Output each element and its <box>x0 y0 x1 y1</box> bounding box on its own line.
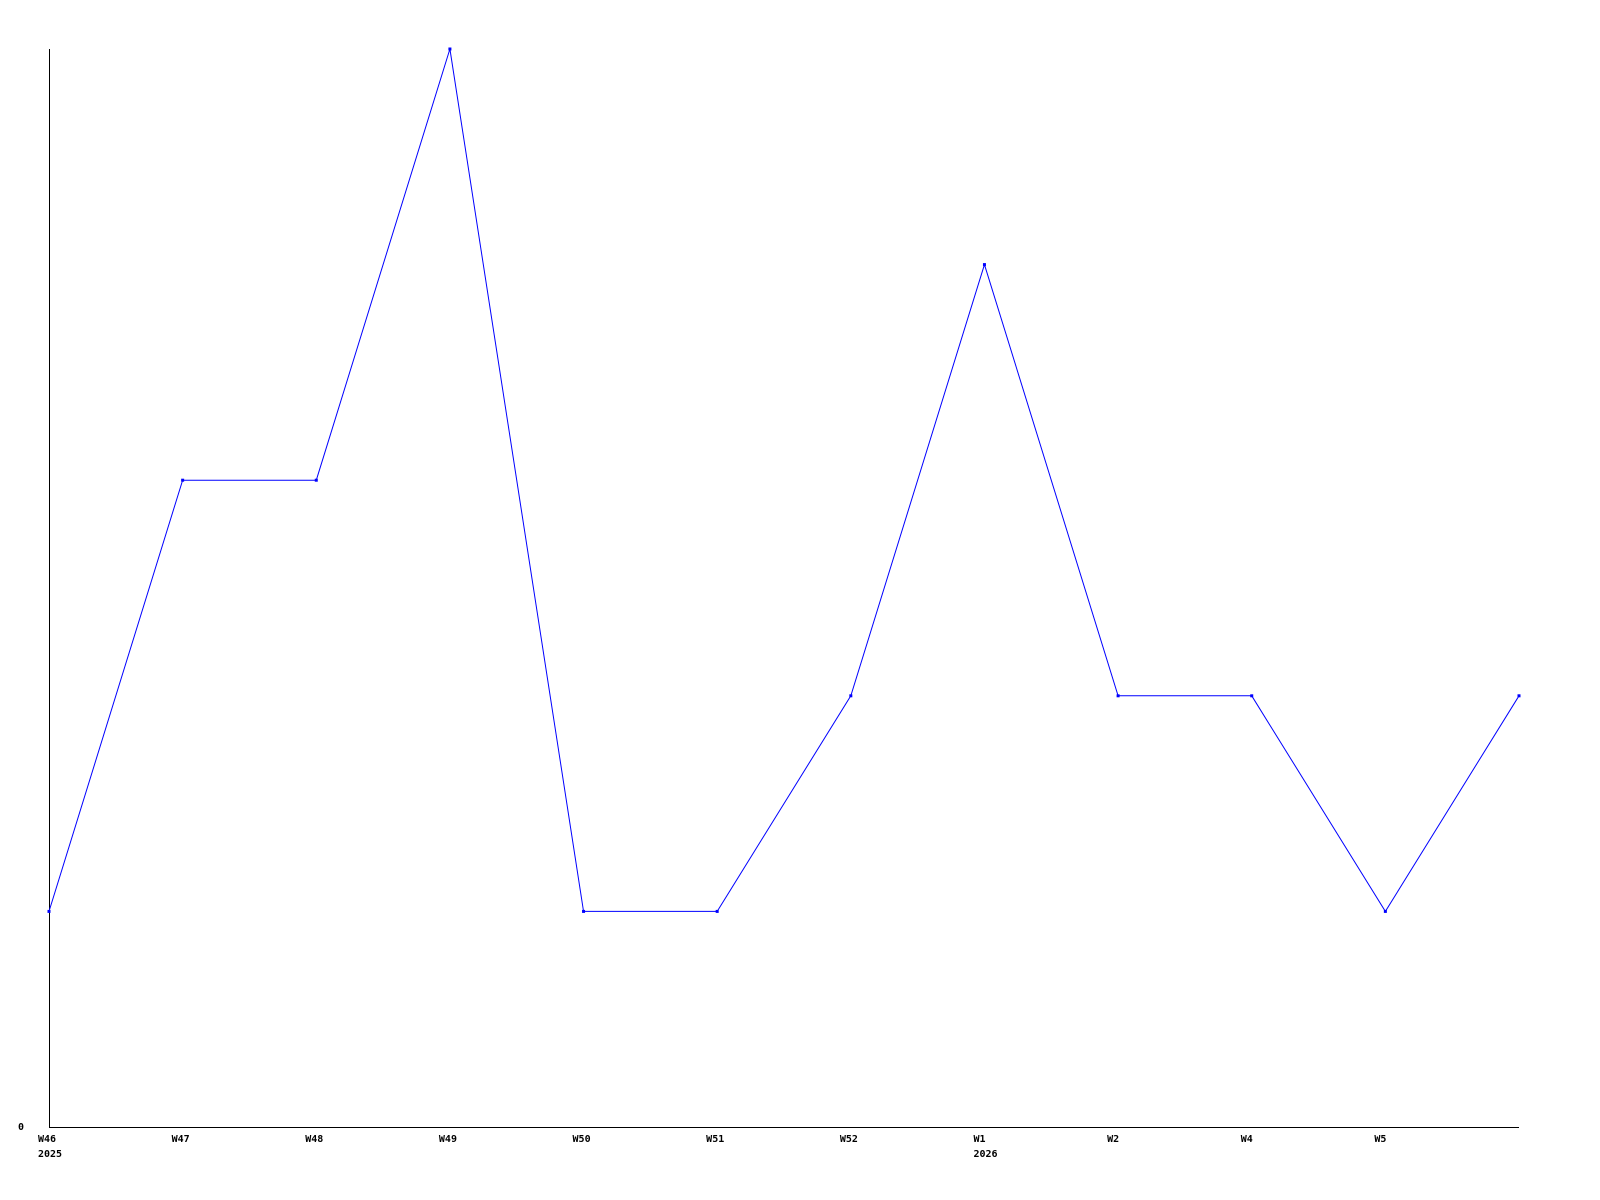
x-tick-label: W4 <box>1241 1134 1253 1145</box>
x-tick-label: W50 <box>573 1134 591 1145</box>
x-tick-label: W2 <box>1107 1134 1119 1145</box>
data-point <box>314 478 318 482</box>
x-tick-label: W5 <box>1374 1134 1386 1145</box>
series-line <box>48 48 1520 913</box>
data-point <box>181 478 185 482</box>
x-tick-label: W52 <box>840 1134 858 1145</box>
data-point <box>715 909 719 913</box>
data-point <box>1517 694 1521 698</box>
x-tick-label: W49 <box>439 1134 457 1145</box>
x-tick-label: W48 <box>305 1134 323 1145</box>
y-tick-label: 0 <box>18 1122 24 1133</box>
x-tick-label: W47 <box>172 1134 190 1145</box>
data-point <box>849 694 853 698</box>
x-tick-label: W46 <box>38 1134 56 1145</box>
x-tick-label: W51 <box>706 1134 724 1145</box>
data-point <box>582 909 586 913</box>
data-point <box>1116 694 1120 698</box>
x-year-label: 2025 <box>38 1149 62 1160</box>
data-point <box>47 909 51 913</box>
x-tick-label: W1 <box>973 1134 985 1145</box>
data-point <box>448 47 452 51</box>
data-point <box>1250 694 1254 698</box>
data-point <box>1383 909 1387 913</box>
data-point <box>982 263 986 267</box>
x-year-label: 2026 <box>973 1149 997 1160</box>
